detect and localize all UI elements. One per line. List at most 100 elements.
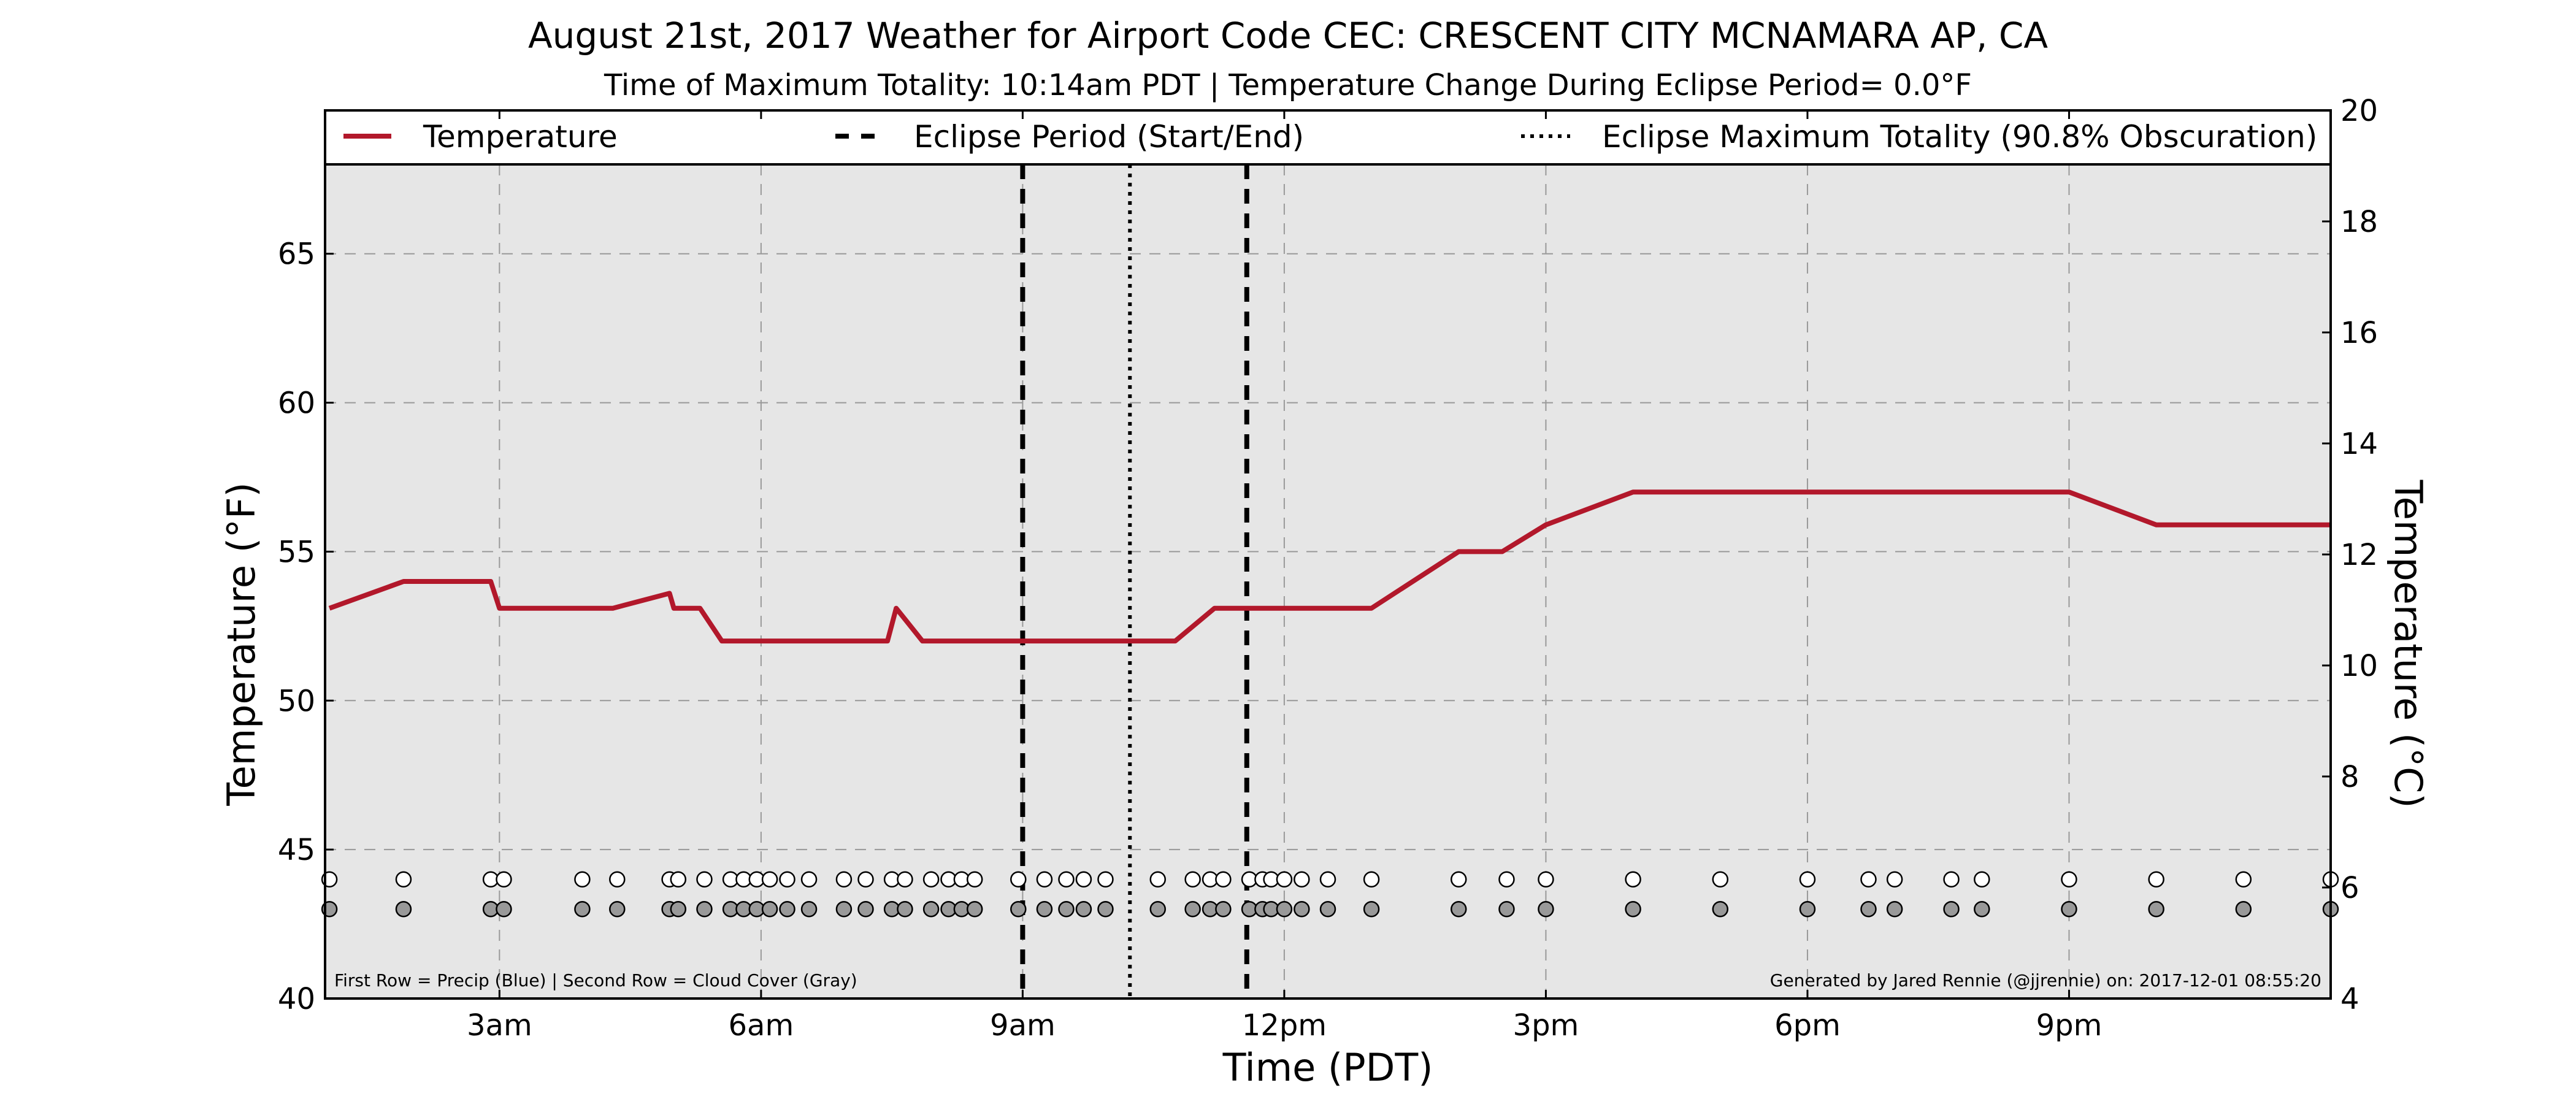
cloud-cover-marker: [1058, 901, 1075, 918]
x-tick-label: 9am: [990, 1008, 1056, 1043]
cloud-cover-marker: [696, 901, 713, 918]
cloud-cover-marker: [1886, 901, 1903, 918]
precip-marker: [1974, 871, 1990, 887]
observation-markers: [321, 871, 2339, 918]
temperature-line: [328, 489, 2331, 644]
y-right-tick-label: 8: [2340, 760, 2359, 794]
footnote-right: Generated by Jared Rennie (@jjrennie) on…: [1770, 970, 2321, 991]
precip-marker: [800, 871, 818, 887]
cloud-cover-marker: [1149, 901, 1167, 918]
cloud-cover-marker: [670, 901, 687, 918]
precip-marker: [1625, 871, 1641, 887]
plot-background: [325, 164, 2331, 999]
precip-marker: [395, 871, 412, 887]
x-tick-label: 3pm: [1513, 1008, 1579, 1043]
precip-marker: [1451, 871, 1467, 887]
precip-marker: [897, 871, 913, 887]
precip-marker: [2235, 871, 2252, 887]
x-tick-label: 9pm: [2036, 1008, 2103, 1043]
precip-marker: [1276, 871, 1293, 887]
cloud-cover-marker: [1974, 901, 1990, 918]
precip-marker: [1036, 871, 1053, 887]
legend: Temperature Eclipse Period (Start/End) E…: [343, 119, 2317, 155]
precip-marker: [1097, 871, 1114, 887]
y-right-tick-label: 14: [2340, 427, 2378, 461]
precip-marker: [670, 871, 687, 887]
y-tick-label: 65: [278, 237, 315, 272]
cloud-cover-marker: [1036, 901, 1053, 918]
cloud-cover-marker: [835, 901, 853, 918]
cloud-cover-marker: [1799, 901, 1816, 918]
precip-marker: [1294, 871, 1310, 887]
cloud-cover-marker: [1184, 901, 1201, 918]
precip-marker: [496, 871, 512, 887]
precip-marker: [1215, 871, 1232, 887]
cloud-cover-marker: [1276, 901, 1293, 918]
cloud-cover-marker: [2061, 901, 2077, 918]
y-right-tick-label: 16: [2340, 316, 2378, 350]
x-axis-label: Time (PDT): [1222, 1045, 1433, 1090]
axis-ticks: 3am 6am 9am 12pm 3pm 6pm 9pm 40 45 50 55 60 65 4 6 8 10 1…: [278, 94, 2378, 1043]
cloud-cover-marker: [1625, 901, 1641, 918]
cloud-cover-marker: [609, 901, 626, 918]
y-right-tick-label: 6: [2340, 871, 2359, 905]
precip-marker: [1319, 871, 1336, 887]
cloud-cover-marker: [1451, 901, 1467, 918]
precip-marker: [1712, 871, 1729, 887]
cloud-cover-marker: [1712, 901, 1729, 918]
cloud-cover-marker: [1943, 901, 1960, 918]
cloud-cover-marker: [800, 901, 818, 918]
plot-frame: [324, 109, 2332, 1000]
cloud-cover-marker: [1097, 901, 1114, 918]
x-tick-label: 12pm: [1242, 1008, 1327, 1043]
cloud-cover-marker: [779, 901, 795, 918]
cloud-cover-marker: [1010, 901, 1027, 918]
precip-marker: [1538, 871, 1554, 887]
cloud-cover-marker: [1075, 901, 1092, 918]
cloud-cover-marker: [1498, 901, 1515, 918]
y-right-tick-label: 4: [2340, 982, 2359, 1016]
y-right-tick-label: 10: [2340, 649, 2378, 683]
precip-marker: [857, 871, 874, 887]
precip-marker: [609, 871, 626, 887]
precip-marker: [761, 871, 778, 887]
precip-marker: [2061, 871, 2077, 887]
precip-marker: [1058, 871, 1075, 887]
precip-marker: [922, 871, 940, 887]
cloud-cover-marker: [1860, 901, 1877, 918]
precip-marker: [1498, 871, 1515, 887]
cloud-cover-marker: [1294, 901, 1310, 918]
y-right-tick-label: 20: [2340, 94, 2378, 128]
chart-subtitle: Time of Maximum Totality: 10:14am PDT | …: [604, 68, 1972, 102]
precip-marker: [1886, 871, 1903, 887]
footnote-left: First Row = Precip (Blue) | Second Row =…: [334, 970, 857, 991]
precip-marker: [1943, 871, 1960, 887]
cloud-cover-marker: [1215, 901, 1232, 918]
legend-eclipse-period-label: Eclipse Period (Start/End): [914, 119, 1304, 155]
precip-marker: [1010, 871, 1027, 887]
cloud-cover-marker: [496, 901, 512, 918]
x-tick-label: 6am: [729, 1008, 794, 1043]
precip-marker: [835, 871, 853, 887]
precip-marker: [1363, 871, 1380, 887]
cloud-cover-marker: [857, 901, 874, 918]
legend-eclipse-max-label: Eclipse Maximum Totality (90.8% Obscurat…: [1602, 119, 2317, 155]
precip-marker: [1860, 871, 1877, 887]
y-axis-label-right: Temperature (°C): [2386, 479, 2431, 808]
precip-marker: [2148, 871, 2164, 887]
cloud-cover-marker: [2235, 901, 2252, 918]
y-tick-label: 40: [278, 982, 315, 1016]
temperature-series: [328, 489, 2331, 644]
cloud-cover-marker: [2148, 901, 2164, 918]
x-tick-label: 3am: [467, 1008, 532, 1043]
y-tick-label: 45: [278, 833, 315, 867]
precip-marker: [966, 871, 983, 887]
cloud-cover-marker: [966, 901, 983, 918]
precip-marker: [1184, 871, 1201, 887]
precip-marker: [574, 871, 591, 887]
cloud-cover-marker: [897, 901, 913, 918]
x-tick-label: 6pm: [1774, 1008, 1841, 1043]
precip-marker: [1799, 871, 1816, 887]
cloud-cover-marker: [1319, 901, 1336, 918]
